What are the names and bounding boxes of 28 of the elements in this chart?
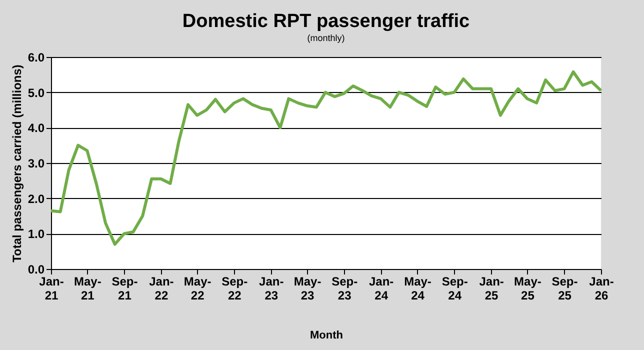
x-tick-label: Jan-26 [589, 274, 614, 302]
x-tick-label: Jan-25 [479, 274, 504, 302]
x-tick-label: May-25 [514, 274, 542, 302]
x-tick-label: May-24 [404, 274, 432, 302]
x-tick-label: Sep-22 [222, 274, 248, 302]
y-tick-label: 2.0 [28, 192, 45, 206]
x-tick-label: Sep-24 [442, 274, 468, 302]
x-tick-label: Sep-23 [332, 274, 358, 302]
y-tick-label: 0.0 [28, 262, 45, 276]
x-axis-title: Month [310, 330, 344, 342]
x-tick-label: May-22 [184, 274, 212, 302]
chart-title: Domestic RPT passenger traffic [182, 11, 470, 32]
y-axis-title: Total passengers carried (millions) [10, 64, 24, 262]
x-tick-label: Jan-22 [149, 274, 174, 302]
x-tick-label: May-21 [74, 274, 102, 302]
x-tick-label: Jan-21 [39, 274, 64, 302]
x-tick-label: Sep-25 [552, 274, 578, 302]
line-series [50, 70, 602, 246]
x-tick-label: Jan-23 [259, 274, 284, 302]
x-tick-label: Sep-21 [112, 274, 138, 302]
x-tick-label: May-23 [294, 274, 322, 302]
x-tick-label: Jan-24 [368, 274, 394, 302]
chart-subtitle: (monthly) [307, 33, 345, 43]
y-tick-label: 4.0 [28, 121, 45, 136]
y-tick-label: 6.0 [28, 50, 45, 64]
y-tick-label: 3.0 [28, 156, 45, 170]
y-tick-label: 1.0 [28, 227, 45, 242]
y-tick-label: 5.0 [28, 86, 45, 100]
